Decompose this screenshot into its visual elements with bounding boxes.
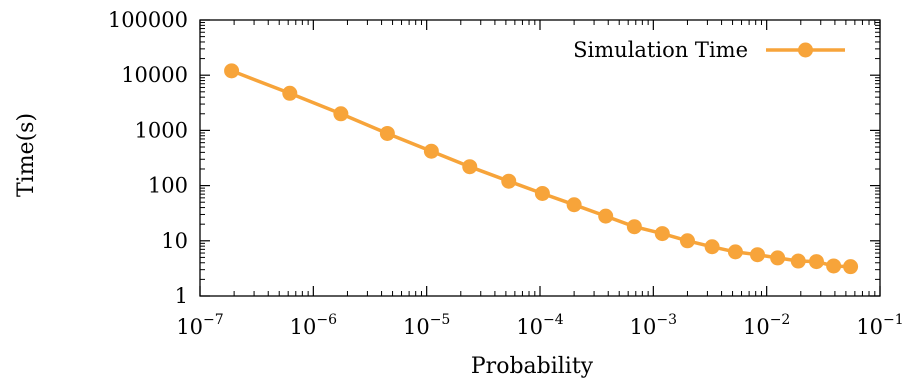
data-point [808,254,824,270]
x-tick-label: 10−5 [403,312,450,339]
data-point [598,208,614,224]
data-point [654,226,670,242]
x-tick-label: 10−1 [856,312,903,339]
x-tick-label: 10−4 [516,312,563,339]
data-point [679,233,695,249]
y-tick-label: 100 [148,174,188,198]
data-point [790,253,806,269]
series-simulation-time [224,63,859,275]
legend-marker [798,42,813,58]
data-point [462,159,478,175]
legend: Simulation Time [573,38,845,62]
data-point [566,197,582,213]
x-tick-label: 10−3 [630,312,677,339]
data-point [224,63,240,79]
y-tick-label: 1000 [135,118,188,142]
x-tick-label: 10−2 [743,312,790,339]
y-tick-label: 1 [175,284,188,308]
data-point [423,143,439,159]
data-point [379,125,395,141]
y-tick-label: 10000 [121,63,188,87]
data-point [534,185,550,201]
x-tick-label: 10−7 [176,312,223,339]
series-line [230,69,851,269]
data-point [826,258,842,274]
axes: 10−7 10−6 10−5 10−4 10−3 10−2 10−1 1 10 100 1000 10… [108,8,904,339]
x-tick-label: 10−6 [290,312,337,339]
data-point [770,250,786,266]
data-point [501,173,517,189]
data-point [727,244,743,260]
legend-label: Simulation Time [573,38,748,62]
x-axis-title: Probability [471,354,594,379]
y-tick-label: 10 [161,229,188,253]
data-point [749,247,765,263]
data-point [333,106,349,122]
y-tick-label: 100000 [108,8,188,32]
data-point [843,259,859,275]
data-point [704,239,720,255]
data-point [626,219,642,235]
y-axis-title: Time(s) [14,113,39,197]
data-point [282,85,298,101]
